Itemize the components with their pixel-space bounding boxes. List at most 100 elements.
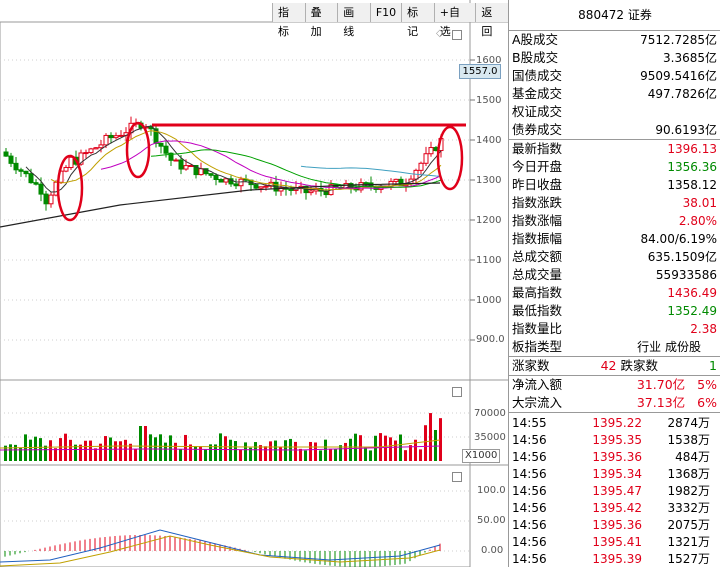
tick-row: 14:56 1395.39 1527万 (509, 551, 720, 568)
market-row-value: 3.3685亿 (663, 51, 717, 65)
volume-bar (199, 446, 202, 461)
chart-frame (0, 21, 471, 567)
candle-body (253, 184, 259, 189)
market-row: 基金成交 497.7826亿 (509, 85, 720, 103)
candle-body (83, 152, 89, 155)
volume-bar (129, 443, 132, 461)
volume-bar (374, 435, 377, 461)
volume-bar (149, 434, 152, 461)
price-axis-label: 1200 (476, 215, 502, 226)
candle-body (208, 173, 214, 176)
tick-price: 1395.36 (592, 518, 642, 532)
candle-body (23, 170, 29, 175)
index-stat-row: 最高指数 1436.49 (509, 284, 720, 302)
chart-svg[interactable] (0, 0, 508, 567)
candle-body (193, 164, 199, 176)
back-button[interactable]: 返回 (475, 3, 509, 38)
price-axis-label: 1600 (476, 55, 502, 66)
index-stat-row: 指数量比 2.38 (509, 320, 720, 338)
tick-price: 1395.47 (592, 484, 642, 498)
tick-volume: 484万 (675, 450, 710, 464)
up-count: 42 (600, 358, 617, 373)
volume-axis-label: 70000 (474, 408, 506, 419)
volume-bar (104, 436, 107, 461)
volume-bar (274, 440, 277, 461)
index-stat-label: 指数涨幅 (512, 213, 563, 228)
volume-bar (139, 426, 142, 461)
tick-row: 14:56 1395.41 1321万 (509, 534, 720, 551)
candle-body (113, 135, 119, 139)
volume-bar (209, 444, 212, 461)
market-row-label: 基金成交 (512, 86, 563, 101)
candle-body (363, 182, 369, 185)
tick-time: 14:56 (512, 484, 547, 498)
expand-icon[interactable] (452, 387, 462, 397)
expand-icon[interactable] (452, 472, 462, 482)
volume-bar (239, 449, 242, 461)
volume-bar (434, 429, 437, 461)
tick-volume: 1538万 (667, 433, 710, 447)
draw-line-button[interactable]: 画线 (337, 3, 370, 38)
volume-axis-label: 35000 (474, 432, 506, 443)
market-row: A股成交 7512.7285亿 (509, 31, 720, 49)
capital-flow-list: 净流入额 31.70亿 5% 大宗流入 37.13亿 6% (509, 375, 720, 412)
volume-bar (179, 448, 182, 461)
flow-label: 净流入额 (512, 377, 563, 392)
tick-price: 1395.39 (592, 552, 642, 566)
volume-bar (299, 448, 302, 461)
volume-bar (189, 444, 192, 461)
kline-chart-area[interactable]: 指标 叠加 画线 F10 标记 +自选 返回 ◇ 1557.0 1600 150… (0, 0, 509, 567)
candle-body (423, 153, 429, 164)
breadth-row: 涨家数 42 跌家数 1 (509, 356, 720, 375)
market-row: 国债成交 9509.5416亿 (509, 67, 720, 85)
volume-bar (229, 439, 232, 461)
volume-average-line (0, 445, 441, 451)
down-count: 1 (709, 358, 717, 373)
close-icon[interactable]: ◇ (436, 28, 444, 39)
add-favorite-button[interactable]: +自选 (433, 3, 476, 38)
f10-button[interactable]: F10 (369, 3, 402, 22)
index-stat-row: 指数涨幅 2.80% (509, 212, 720, 230)
candle-body (228, 178, 234, 185)
market-row: 权证成交 (509, 103, 720, 121)
tick-list[interactable]: 14:55 1395.22 2874万 14:56 1395.35 1538万 14:56 1… (509, 412, 720, 568)
volume-bar (329, 448, 332, 461)
volume-bar (159, 434, 162, 461)
volume-bar (134, 448, 137, 461)
indicator-button[interactable]: 指标 (272, 3, 305, 38)
highlight-ellipse (56, 154, 84, 222)
volume-bar (334, 448, 337, 461)
volume-bar (194, 446, 197, 461)
volume-bar (269, 441, 272, 461)
tick-time: 14:55 (512, 416, 547, 430)
volume-bar (174, 442, 177, 461)
volume-bar (369, 450, 372, 461)
volume-bar (304, 450, 307, 461)
volume-bar (244, 442, 247, 461)
index-name: 证券 (627, 8, 652, 22)
volume-bar (124, 439, 127, 461)
candle-body (108, 134, 114, 139)
candle-body (43, 193, 49, 205)
mark-button[interactable]: 标记 (401, 3, 434, 38)
candle-body (173, 159, 179, 162)
volume-bar (84, 440, 87, 461)
flow-values: 31.70亿 5% (637, 376, 717, 394)
candle-body (78, 152, 84, 165)
volume-bar (99, 443, 102, 461)
expand-icon[interactable] (452, 30, 462, 40)
volume-average-line (0, 439, 441, 449)
candle-body (168, 152, 174, 161)
volume-bar (214, 444, 217, 461)
index-stat-label: 指数振幅 (512, 231, 563, 246)
market-row-value: 7512.7285亿 (640, 33, 717, 47)
overlay-button[interactable]: 叠加 (304, 3, 338, 38)
tick-row: 14:55 1395.22 2874万 (509, 415, 720, 432)
current-price-tag: 1557.0 (459, 64, 501, 79)
candle-body (103, 134, 109, 146)
tick-row: 14:56 1395.35 1538万 (509, 432, 720, 449)
candle-body (3, 151, 9, 157)
index-stat-label: 最高指数 (512, 285, 563, 300)
tick-time: 14:56 (512, 501, 547, 515)
volume-bar (364, 447, 367, 461)
